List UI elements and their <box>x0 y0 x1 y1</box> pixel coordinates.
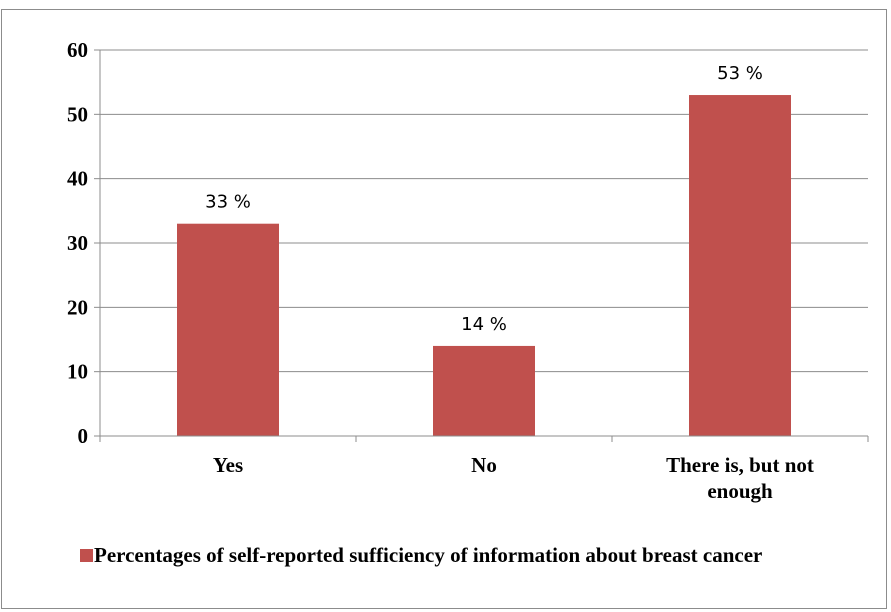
data-label: 14 % <box>461 314 507 335</box>
bars <box>177 95 791 437</box>
legend: Percentages of self-reported sufficiency… <box>80 541 874 569</box>
bar <box>433 345 535 436</box>
bar <box>177 223 279 436</box>
data-label: 53 % <box>717 63 763 84</box>
axes <box>94 49 869 442</box>
x-category-label: No <box>471 453 497 477</box>
y-tick-label: 60 <box>67 38 88 62</box>
x-category-label: Yes <box>213 453 243 477</box>
data-label: 33 % <box>205 192 251 213</box>
y-axis-ticks: 0 10 20 30 40 50 60 <box>67 38 88 448</box>
data-labels: 33 % 14 % 53 % <box>205 63 763 335</box>
x-category-label: There is, but not enough <box>666 453 814 503</box>
x-axis-labels: Yes No There is, but not enough <box>213 453 814 503</box>
legend-label: Percentages of self-reported sufficiency… <box>94 543 763 567</box>
y-tick-label: 10 <box>67 360 88 384</box>
y-tick-label: 30 <box>67 231 88 255</box>
bar <box>689 95 791 437</box>
y-tick-label: 40 <box>67 167 88 191</box>
y-tick-label: 50 <box>67 102 88 126</box>
legend-swatch <box>80 549 93 562</box>
y-tick-label: 0 <box>78 424 89 448</box>
y-tick-label: 20 <box>67 295 88 319</box>
